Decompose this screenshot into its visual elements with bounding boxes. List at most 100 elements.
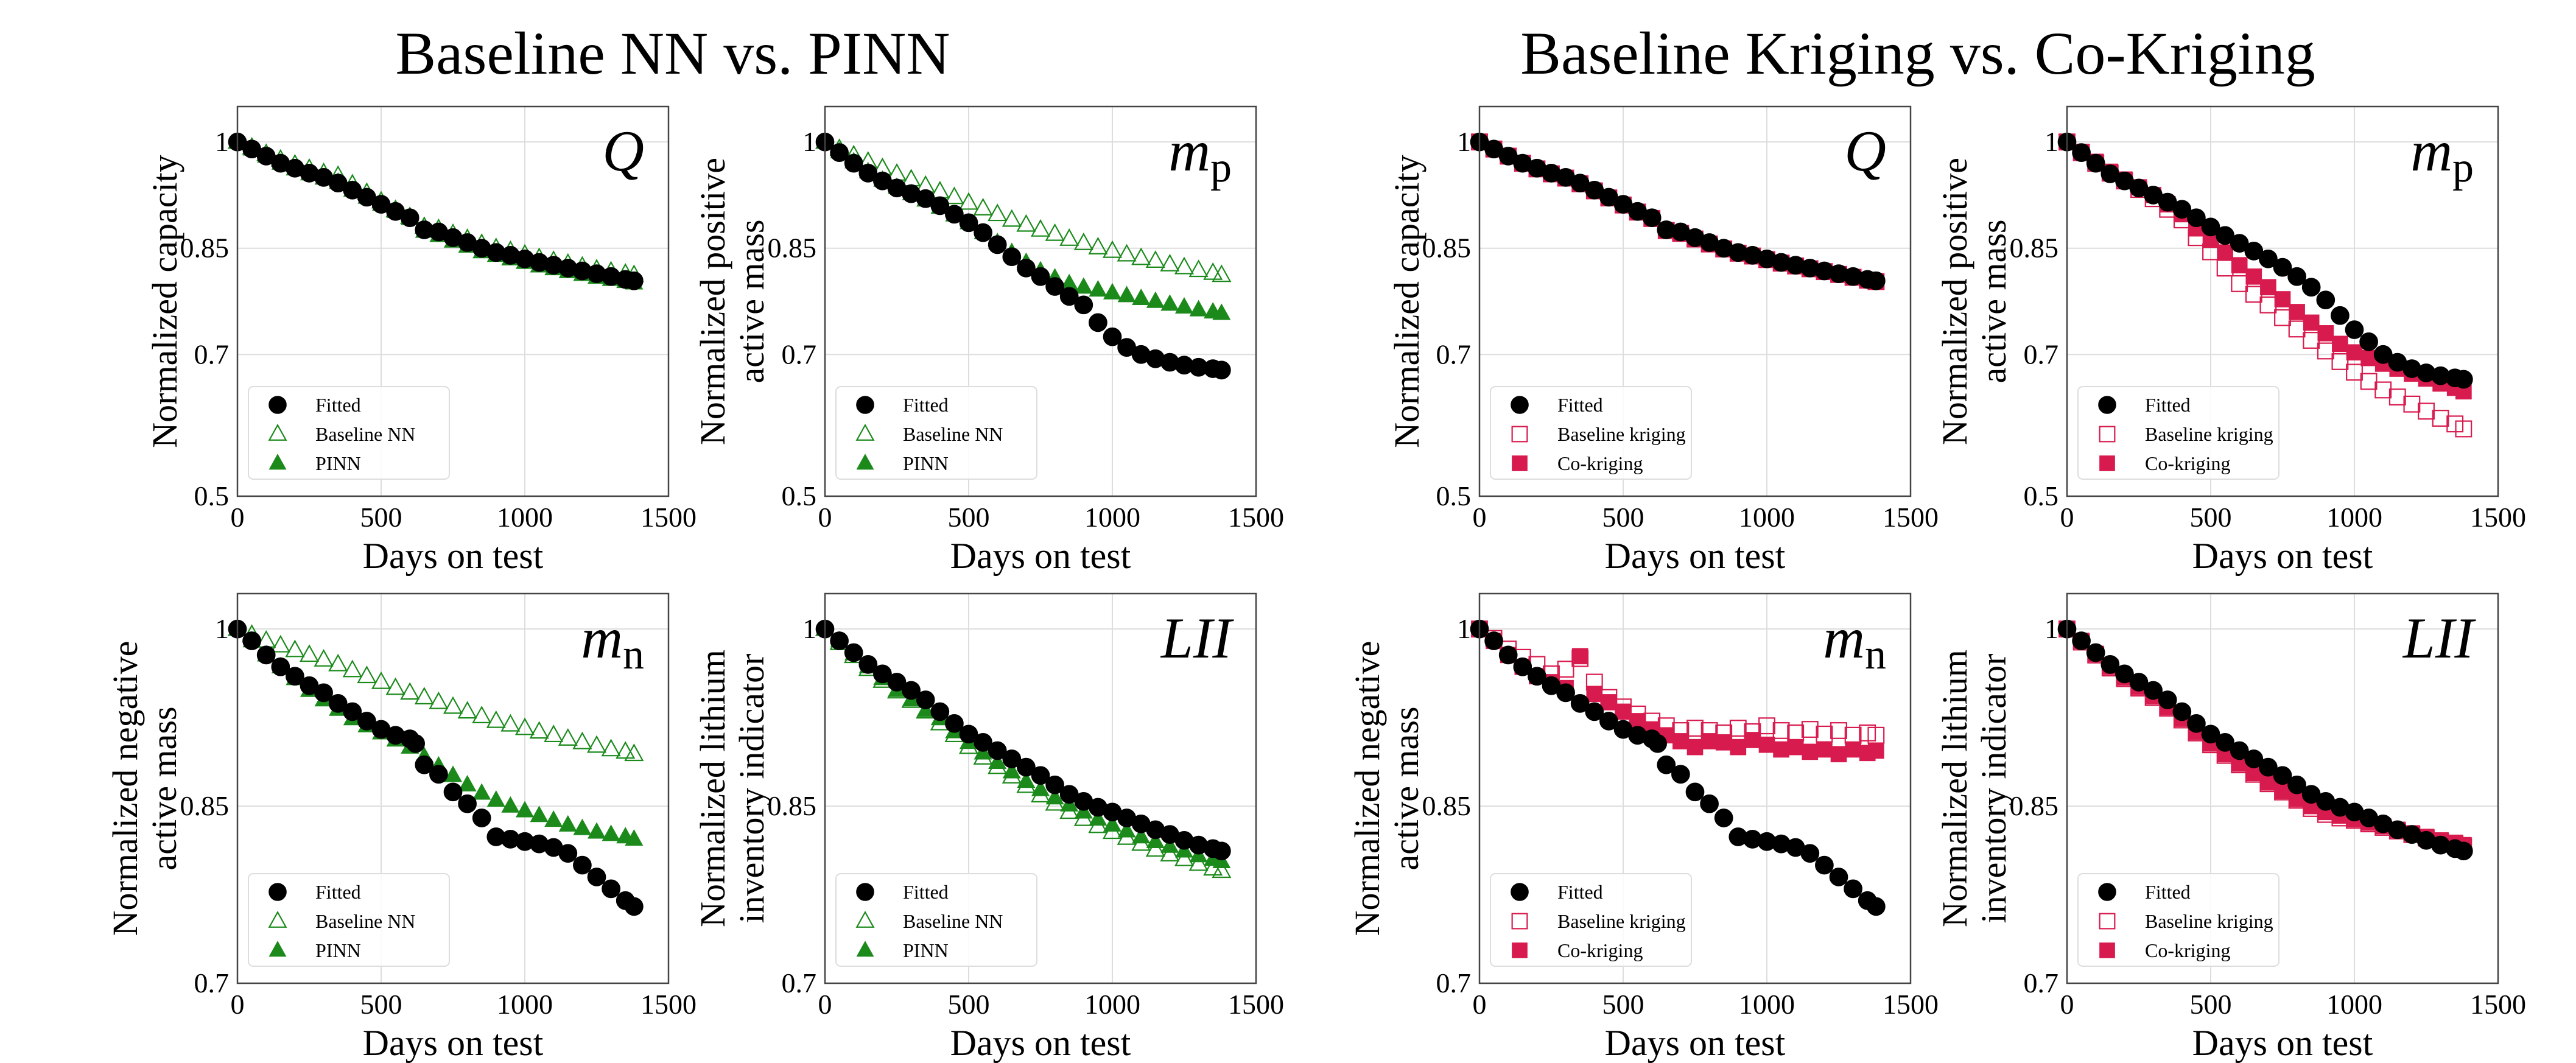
y-axis-label: active mass (732, 220, 771, 384)
y-tick-label: 0.85 (768, 790, 817, 821)
plot-frame (2066, 105, 2499, 497)
x-tick-label: 500 (2190, 989, 2232, 1020)
y-tick-label: 1 (802, 126, 816, 157)
y-tick-label: 0.5 (2024, 480, 2059, 511)
legend-marker (855, 423, 875, 441)
legend: Fitted Baseline NN PINN (248, 386, 450, 480)
data-point (400, 682, 420, 700)
panel-variable-label: mp (2410, 119, 2474, 191)
legend-marker (1511, 396, 1529, 414)
x-tick-label: 0 (231, 502, 245, 533)
data-point (2418, 402, 2435, 420)
data-point (1599, 712, 1618, 731)
data-point (858, 655, 878, 674)
data-point (2072, 143, 2091, 162)
data-point (625, 271, 644, 290)
legend-marker (855, 910, 875, 928)
data-point (2230, 741, 2249, 760)
legend-label: Baseline NN (903, 423, 1003, 445)
data-point (2245, 268, 2262, 285)
data-point (1570, 694, 1590, 713)
data-point (2260, 774, 2276, 791)
y-axis-label: Normalized lithium (693, 650, 732, 927)
x-tick-label: 0 (2060, 502, 2074, 533)
data-point (930, 702, 950, 721)
data-point (1160, 836, 1179, 853)
data-point (1059, 287, 1079, 306)
legend-label: Baseline NN (315, 910, 415, 932)
data-point (457, 701, 477, 719)
legend-label: PINN (315, 452, 361, 474)
legend-label: Co-kriging (2145, 939, 2230, 961)
legend-label: Fitted (1557, 881, 1603, 903)
y-axis-label: Normalized lithium (1935, 650, 1974, 927)
data-point (1648, 734, 1667, 753)
legend-marker (856, 883, 874, 901)
label-part: p (1210, 144, 1232, 191)
data-point (1212, 264, 1232, 282)
data-point (286, 667, 304, 686)
x-tick-label: 500 (948, 502, 990, 533)
data-point (1686, 720, 1704, 737)
legend-marker (1512, 942, 1528, 958)
data-point (1117, 244, 1137, 262)
x-tick-label: 0 (818, 989, 832, 1020)
plot-frame (1478, 105, 1912, 497)
legend-marker (268, 910, 287, 928)
data-point (2201, 217, 2220, 237)
left-group-title: Baseline NN vs. PINN (395, 19, 950, 87)
legend-label: PINN (903, 452, 949, 474)
label-part: m (1823, 606, 1865, 670)
data-point (1715, 734, 1732, 751)
x-tick-label: 1500 (1883, 502, 1939, 533)
data-point (443, 765, 463, 782)
data-point (973, 197, 993, 216)
data-point (1188, 853, 1209, 871)
data-point (624, 743, 644, 762)
data-point (1586, 686, 1603, 703)
data-point (1146, 291, 1165, 308)
data-point (1089, 313, 1107, 332)
data-point (2432, 410, 2449, 427)
data-point (314, 649, 334, 667)
x-tick-label: 1500 (640, 989, 697, 1020)
series-fitted (228, 619, 644, 916)
data-point (342, 659, 362, 678)
legend-box (2077, 386, 2279, 480)
data-point (930, 196, 950, 216)
y-tick-label: 0.5 (1436, 480, 1472, 511)
data-point (2303, 314, 2320, 331)
plot-frame (824, 105, 1257, 497)
data-point (529, 721, 549, 739)
y-axis-label: active mass (1974, 220, 2013, 384)
legend-marker (2099, 455, 2115, 471)
label-part: Q (1844, 119, 1886, 183)
data-point (530, 805, 549, 823)
data-point (1088, 236, 1108, 254)
legend-label: Baseline kriging (2145, 910, 2273, 932)
label-part: LII (2402, 606, 2476, 670)
data-point (2086, 643, 2105, 662)
data-point (2346, 344, 2363, 361)
label-part: m (1168, 119, 1210, 183)
y-tick-label: 1 (215, 613, 229, 644)
data-point (1802, 743, 1819, 760)
y-tick-label: 0.5 (782, 480, 817, 511)
data-point (1714, 809, 1733, 827)
data-point (1074, 277, 1093, 294)
legend-marker (268, 423, 287, 441)
data-point (1203, 262, 1223, 280)
data-point (1002, 247, 1022, 267)
panel-variable-label: mn (1823, 606, 1886, 678)
data-point (988, 741, 1007, 760)
x-tick-label: 500 (1602, 502, 1644, 533)
legend-marker (1511, 883, 1529, 901)
data-point (1074, 295, 1093, 315)
data-point (242, 631, 261, 650)
data-point (2201, 724, 2220, 744)
legend-label: Fitted (2145, 881, 2191, 903)
panel-variable-label: Q (602, 119, 644, 183)
data-point (2388, 388, 2406, 406)
